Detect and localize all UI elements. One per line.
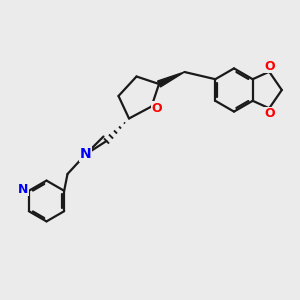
Polygon shape bbox=[158, 72, 184, 87]
Text: O: O bbox=[152, 101, 162, 115]
Text: N: N bbox=[80, 147, 91, 161]
Text: O: O bbox=[265, 60, 275, 73]
Text: N: N bbox=[18, 183, 28, 196]
Text: O: O bbox=[265, 107, 275, 120]
